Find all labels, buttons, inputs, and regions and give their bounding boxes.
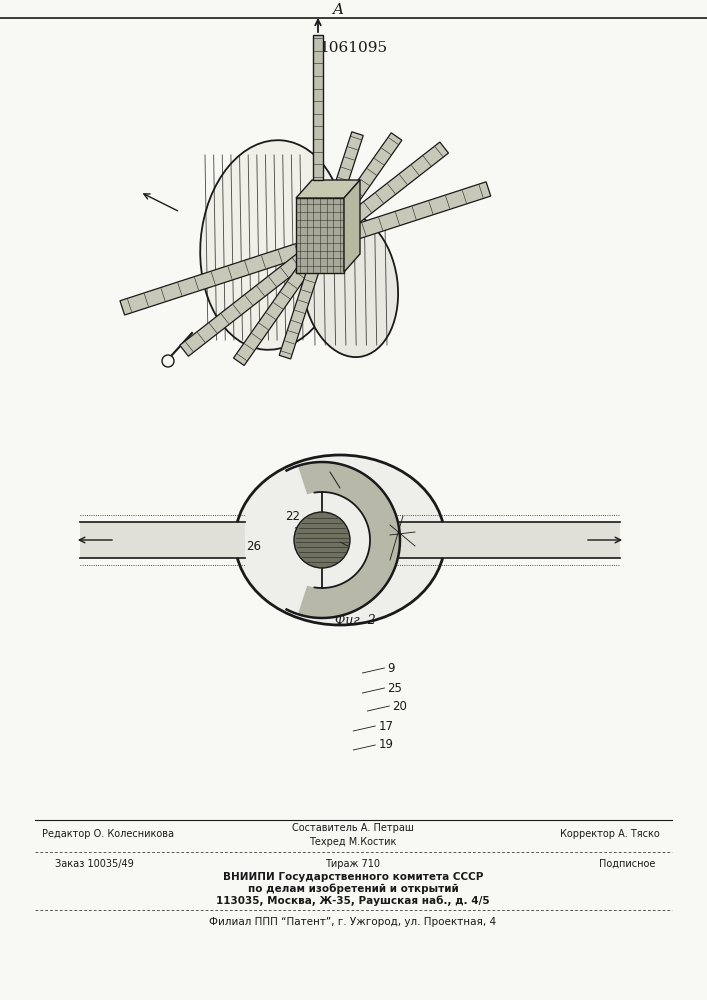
Polygon shape (344, 180, 360, 272)
Bar (296, 198, 344, 273)
Polygon shape (233, 133, 402, 366)
Text: 26: 26 (246, 540, 261, 552)
Text: ВНИИПИ Государственного комитета СССР: ВНИИПИ Государственного комитета СССР (223, 872, 483, 882)
Polygon shape (180, 142, 448, 356)
Text: Корректор А. Тяско: Корректор А. Тяско (560, 829, 660, 839)
Text: 22: 22 (285, 510, 300, 522)
Ellipse shape (302, 213, 398, 357)
Text: Техред М.Костик: Техред М.Костик (310, 837, 397, 847)
Polygon shape (279, 132, 363, 359)
Text: A: A (332, 3, 343, 17)
Text: б: б (300, 461, 308, 475)
Circle shape (294, 512, 350, 568)
Ellipse shape (235, 455, 445, 625)
Text: 9: 9 (387, 662, 395, 674)
Text: 21: 21 (293, 540, 308, 552)
Text: Филиал ППП “Патент”, г. Ужгород, ул. Проектная, 4: Филиал ППП “Патент”, г. Ужгород, ул. Про… (209, 917, 496, 927)
Text: Редактор О. Колесникова: Редактор О. Колесникова (42, 829, 174, 839)
Text: 17: 17 (378, 720, 393, 732)
Polygon shape (120, 182, 491, 315)
Text: Составитель А. Петраш: Составитель А. Петраш (292, 823, 414, 833)
Polygon shape (313, 35, 323, 180)
Text: 20: 20 (392, 700, 407, 712)
Text: Заказ 10035/49: Заказ 10035/49 (55, 859, 134, 869)
Polygon shape (296, 180, 360, 198)
Text: 19: 19 (378, 738, 393, 752)
Polygon shape (298, 462, 400, 618)
Text: 23: 23 (293, 526, 308, 538)
Text: по делам изобретений и открытий: по делам изобретений и открытий (247, 884, 458, 894)
Bar (80, 522, 245, 558)
Bar (395, 522, 620, 558)
Text: 1061095: 1061095 (319, 41, 387, 55)
Text: 25: 25 (387, 682, 402, 694)
Text: Подписное: Подписное (599, 859, 655, 869)
Text: Фиг. 2: Фиг. 2 (334, 613, 375, 626)
Text: Тираж 710: Тираж 710 (325, 859, 380, 869)
Text: 113035, Москва, Ж-35, Раушская наб., д. 4/5: 113035, Москва, Ж-35, Раушская наб., д. … (216, 896, 490, 906)
Text: 4: 4 (325, 458, 333, 471)
Ellipse shape (200, 140, 346, 350)
